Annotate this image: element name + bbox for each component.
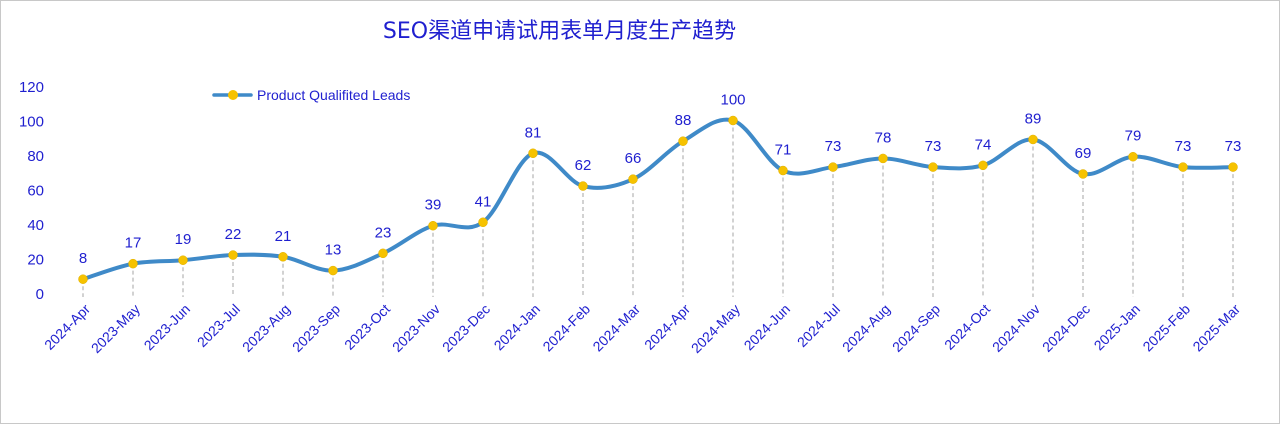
y-tick-label: 60 (27, 183, 44, 200)
series-line-group (81, 117, 1235, 282)
y-tick-label: 0 (36, 286, 44, 303)
data-label: 62 (575, 157, 592, 174)
data-label: 100 (720, 92, 745, 109)
x-tick-label: 2024-Jun (741, 301, 794, 354)
data-label: 69 (1075, 145, 1092, 162)
x-tick-label: 2025-Feb (1139, 301, 1193, 355)
x-tick-label: 2023-Jun (141, 301, 194, 354)
data-label: 21 (275, 228, 292, 245)
data-point (828, 162, 838, 172)
y-tick-label: 80 (27, 148, 44, 165)
x-tick-label: 2023-Nov (389, 301, 443, 355)
x-tick-label: 2024-Aug (839, 301, 893, 355)
x-tick-label: 2025-Jan (1091, 301, 1144, 354)
data-label: 23 (375, 224, 392, 241)
data-label: 8 (79, 250, 87, 267)
x-tick-label: 2024-Dec (1039, 301, 1093, 355)
data-point (1028, 134, 1038, 145)
legend-marker-swatch (228, 90, 238, 100)
y-tick-label: 100 (19, 114, 44, 131)
data-point (228, 250, 238, 260)
data-point (678, 136, 688, 146)
data-point (878, 153, 888, 164)
legend: Product Qualifited Leads (212, 87, 410, 103)
x-tick-label: 2024-Oct (941, 301, 993, 353)
series-line (81, 117, 1235, 282)
data-point (778, 165, 788, 176)
x-tick-label: 2023-Dec (439, 301, 493, 355)
y-tick-label: 120 (19, 79, 44, 96)
data-point (728, 115, 738, 126)
x-tick-label: 2024-Jan (491, 301, 544, 354)
data-point (278, 252, 288, 262)
data-label: 22 (225, 226, 242, 243)
legend-label: Product Qualifited Leads (257, 87, 410, 103)
data-label: 66 (625, 150, 642, 167)
x-tick-label: 2023-Jul (194, 301, 243, 350)
data-labels: 8 17 19 22 21 13 23 39 41 81 62 66 88 100 71 73 78 73 74 89… (79, 92, 1242, 268)
x-tick-label: 2024-Apr (41, 301, 93, 353)
data-point (528, 148, 538, 159)
y-tick-label: 20 (27, 252, 44, 269)
data-label: 13 (325, 242, 342, 259)
x-tick-label: 2024-Sep (889, 301, 943, 355)
data-point (378, 248, 388, 259)
x-tick-label: 2024-Apr (641, 301, 693, 353)
x-tick-label: 2023-May (88, 301, 143, 356)
data-label: 73 (825, 138, 842, 155)
data-label: 88 (675, 112, 692, 129)
data-label: 89 (1025, 110, 1042, 127)
x-tick-label: 2024-Mar (589, 301, 643, 355)
data-label: 17 (125, 235, 142, 252)
x-tick-label: 2023-Aug (239, 301, 293, 355)
data-label: 39 (425, 197, 442, 214)
data-label: 73 (1225, 138, 1242, 155)
x-tick-label: 2024-May (688, 301, 743, 356)
data-label: 79 (1125, 128, 1142, 145)
data-label: 74 (975, 136, 992, 153)
data-label: 73 (1175, 138, 1192, 155)
data-point (478, 217, 488, 228)
y-tick-label: 40 (27, 217, 44, 234)
data-point (128, 258, 138, 269)
data-point (178, 255, 188, 265)
data-label: 78 (875, 129, 892, 146)
markers (78, 115, 1238, 284)
data-label: 19 (175, 231, 192, 248)
data-point (78, 274, 88, 284)
data-point (928, 162, 938, 172)
data-point (978, 160, 988, 171)
x-tick-label: 2023-Sep (289, 301, 343, 355)
data-point (1078, 169, 1088, 179)
data-point (1178, 162, 1188, 172)
data-point (328, 265, 338, 276)
data-point (428, 220, 438, 231)
data-point (578, 181, 588, 191)
data-label: 73 (925, 138, 942, 155)
x-tick-label: 2024-Jul (794, 301, 843, 350)
x-tick-label: 2025-Mar (1189, 301, 1243, 355)
y-axis: 0 20 40 60 80 100 120 (19, 79, 44, 303)
drop-lines (82, 120, 1234, 297)
data-point (1128, 151, 1138, 162)
chart-title: SEO渠道申请试用表单月度生产趋势 (382, 19, 737, 44)
data-point (1228, 162, 1238, 172)
data-point (628, 174, 638, 184)
x-tick-label: 2024-Feb (539, 301, 593, 355)
data-label: 81 (525, 124, 542, 141)
data-label: 41 (475, 193, 492, 210)
x-tick-label: 2024-Nov (989, 301, 1043, 355)
data-label: 71 (775, 142, 792, 159)
x-tick-label: 2023-Oct (341, 301, 393, 353)
